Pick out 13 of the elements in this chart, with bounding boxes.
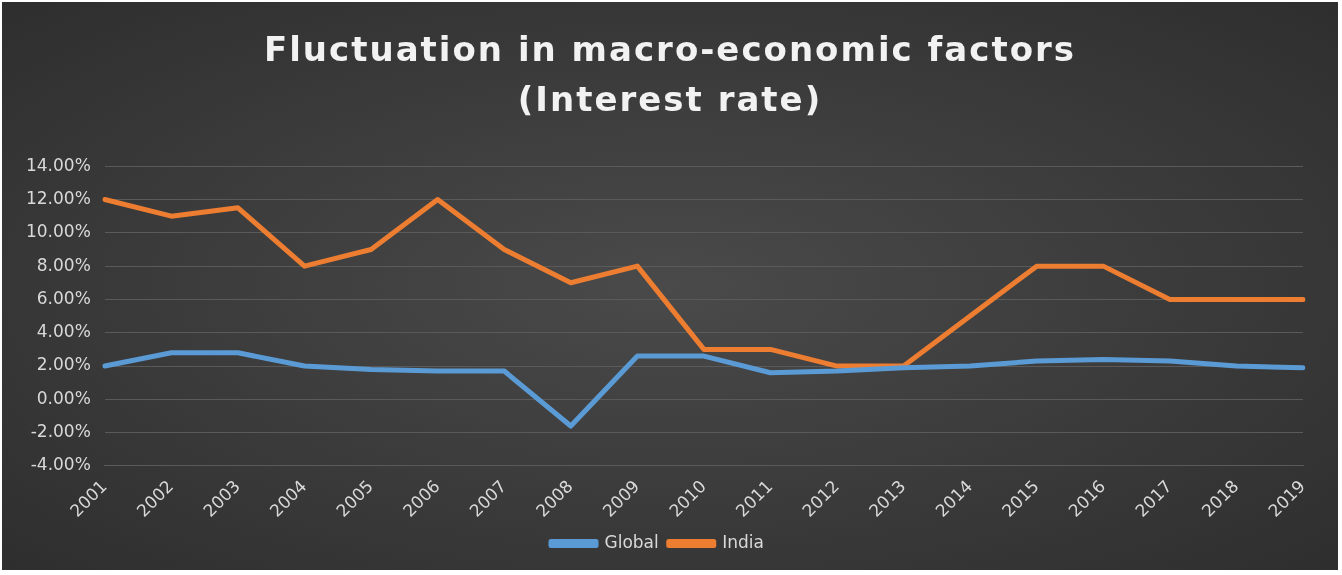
y-tick-label: 14.00% [25, 154, 91, 175]
y-tick-label: 10.00% [25, 221, 91, 242]
y-tick-label: 2.00% [36, 354, 91, 375]
y-tick-label: 8.00% [36, 254, 91, 275]
y-tick-label: 4.00% [36, 321, 91, 342]
legend-label: India [722, 531, 764, 552]
legend-label: Global [604, 531, 659, 552]
y-tick-label: -4.00% [30, 454, 91, 475]
y-tick-label: 6.00% [36, 287, 91, 308]
y-tick-label: 12.00% [25, 187, 91, 208]
y-tick-label: -2.00% [30, 421, 91, 442]
y-tick-label: 0.00% [36, 387, 91, 408]
chart-title: Fluctuation in macro-economic factors (Interest rate) [262, 28, 1078, 121]
